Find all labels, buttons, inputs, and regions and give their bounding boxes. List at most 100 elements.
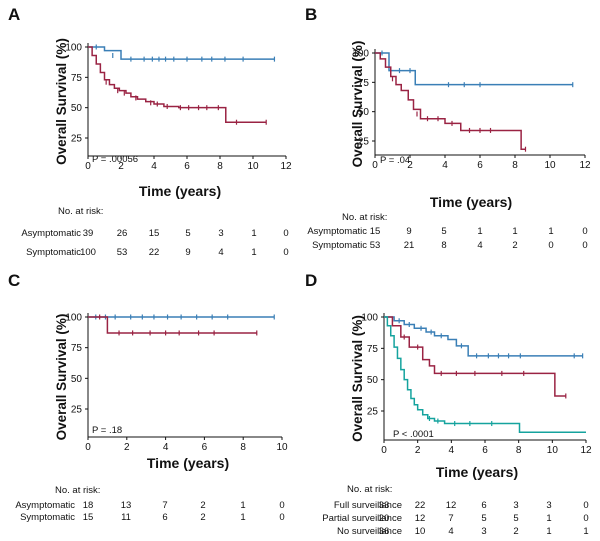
risk-count: 53 xyxy=(117,247,128,258)
x-tick-label: 2 xyxy=(118,161,124,172)
y-axis-label: Overall Survival (%) xyxy=(350,41,365,168)
risk-count: 9 xyxy=(185,247,190,258)
risk-count: 1 xyxy=(240,500,245,511)
risk-row-label: Asymptomatic xyxy=(15,500,75,511)
x-tick-label: 10 xyxy=(247,161,259,172)
p-value: P = .04 xyxy=(380,155,410,166)
y-tick-label: 50 xyxy=(367,375,379,386)
survival-curve-partial-surveillance xyxy=(384,316,566,397)
x-tick-label: 4 xyxy=(449,445,455,456)
risk-count: 33 xyxy=(379,500,390,511)
panel-letter: D xyxy=(305,271,317,290)
y-tick-label: 75 xyxy=(71,73,83,84)
risk-count: 4 xyxy=(477,240,482,251)
risk-count: 12 xyxy=(446,500,457,511)
risk-count: 2 xyxy=(513,526,518,537)
risk-count: 7 xyxy=(162,500,167,511)
p-value: P = .18 xyxy=(92,425,122,436)
risk-count: 21 xyxy=(404,240,415,251)
risk-count: 0 xyxy=(582,240,587,251)
y-tick-label: 75 xyxy=(71,343,83,354)
x-tick-label: 8 xyxy=(240,442,246,453)
x-tick-label: 2 xyxy=(407,160,413,171)
risk-count: 6 xyxy=(481,500,486,511)
risk-count: 0 xyxy=(582,226,587,237)
risk-count: 39 xyxy=(83,228,94,239)
x-tick-label: 2 xyxy=(124,442,130,453)
x-tick-label: 12 xyxy=(579,160,591,171)
survival-curve-full-surveillance xyxy=(384,316,583,357)
risk-count: 1 xyxy=(512,226,517,237)
risk-count: 1 xyxy=(251,247,256,258)
risk-count: 15 xyxy=(149,228,160,239)
risk-row-label: Asymptomatic xyxy=(307,226,367,237)
y-tick-label: 75 xyxy=(367,344,379,355)
risk-count: 9 xyxy=(406,226,411,237)
panel-letter: C xyxy=(8,271,20,290)
survival-curve-symptomatic xyxy=(88,46,267,123)
x-tick-label: 8 xyxy=(516,445,522,456)
risk-row-label: Symptomatic xyxy=(26,247,81,258)
y-tick-label: 25 xyxy=(367,407,379,418)
risk-count: 10 xyxy=(415,526,426,537)
survival-curve-asymptomatic xyxy=(88,46,275,60)
risk-count: 1 xyxy=(477,226,482,237)
risk-count: 7 xyxy=(448,513,453,524)
y-axis-label: Overall Survival (%) xyxy=(54,314,69,441)
risk-count: 26 xyxy=(117,228,128,239)
risk-row-label: Full surveillance xyxy=(334,500,402,511)
risk-count: 11 xyxy=(121,512,131,523)
panel-letter: A xyxy=(8,5,20,24)
x-tick-label: 6 xyxy=(482,445,488,456)
risk-count: 15 xyxy=(370,226,381,237)
risk-count: 0 xyxy=(283,247,288,258)
x-tick-label: 10 xyxy=(544,160,556,171)
risk-count: 1 xyxy=(583,526,588,537)
risk-count: 15 xyxy=(83,512,94,523)
risk-count: 1 xyxy=(546,513,551,524)
x-tick-label: 6 xyxy=(202,442,208,453)
x-tick-label: 0 xyxy=(381,445,387,456)
risk-table-header: No. at risk: xyxy=(347,484,392,495)
risk-count: 5 xyxy=(481,513,486,524)
risk-count: 1 xyxy=(251,228,256,239)
risk-count: 2 xyxy=(512,240,517,251)
p-value: P < .0001 xyxy=(393,429,434,440)
risk-row-label: Partial surveillance xyxy=(322,513,402,524)
risk-count: 0 xyxy=(279,512,284,523)
risk-count: 0 xyxy=(583,500,588,511)
risk-count: 36 xyxy=(379,526,390,537)
risk-count: 22 xyxy=(415,500,426,511)
risk-count: 5 xyxy=(513,513,518,524)
x-tick-label: 4 xyxy=(442,160,448,171)
risk-count: 4 xyxy=(218,247,223,258)
y-tick-label: 100 xyxy=(352,49,369,60)
y-tick-label: 75 xyxy=(358,78,370,89)
risk-count: 22 xyxy=(149,247,160,258)
risk-count: 3 xyxy=(481,526,486,537)
risk-count: 8 xyxy=(441,240,446,251)
risk-count: 3 xyxy=(218,228,223,239)
x-tick-label: 4 xyxy=(151,161,157,172)
risk-count: 53 xyxy=(370,240,381,251)
x-tick-label: 8 xyxy=(512,160,518,171)
risk-count: 0 xyxy=(583,513,588,524)
risk-count: 18 xyxy=(83,500,94,511)
risk-table-header: No. at risk: xyxy=(342,212,387,223)
x-tick-label: 2 xyxy=(415,445,421,456)
p-value: P = .00056 xyxy=(92,154,138,165)
y-tick-label: 50 xyxy=(358,107,370,118)
x-tick-label: 0 xyxy=(85,161,91,172)
x-tick-label: 12 xyxy=(580,445,592,456)
risk-count: 3 xyxy=(513,500,518,511)
survival-curve-asymptomatic xyxy=(375,52,573,86)
y-tick-label: 25 xyxy=(71,405,83,416)
y-tick-label: 50 xyxy=(71,374,83,385)
x-tick-label: 0 xyxy=(85,442,91,453)
x-tick-label: 6 xyxy=(477,160,483,171)
risk-count: 1 xyxy=(240,512,245,523)
risk-count: 5 xyxy=(185,228,190,239)
y-tick-label: 25 xyxy=(358,137,370,148)
